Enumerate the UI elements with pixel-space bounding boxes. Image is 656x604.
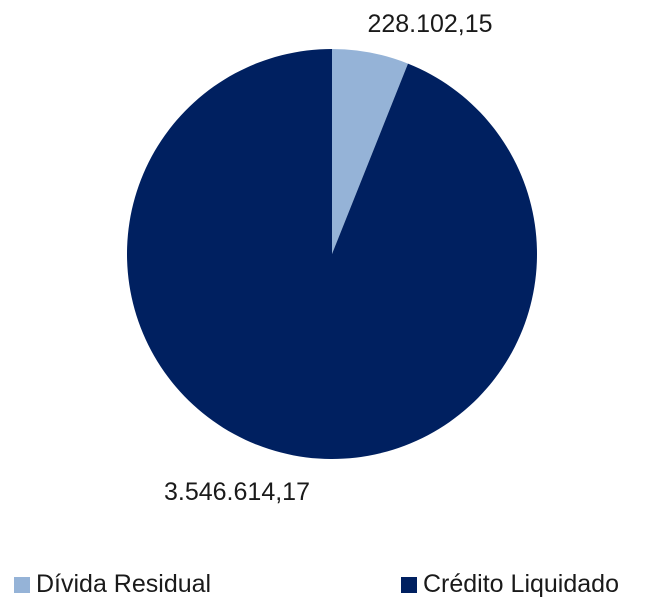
legend-swatch-icon <box>14 576 30 593</box>
legend: Dívida Residual Crédito Liquidado <box>0 570 656 604</box>
legend-item-divida-residual[interactable]: Dívida Residual <box>14 570 211 599</box>
legend-item-credito-liquidado[interactable]: Crédito Liquidado <box>401 570 619 599</box>
legend-label: Dívida Residual <box>36 570 212 598</box>
legend-swatch-icon <box>401 576 417 593</box>
pie-slice-divida-residual[interactable] <box>332 49 408 254</box>
pie-slice-credito-liquidado[interactable] <box>127 49 538 460</box>
pie-chart: 228.102,15 3.546.614,17 <box>127 10 538 506</box>
data-label-divida-residual: 228.102,15 <box>367 10 492 38</box>
legend-label: Crédito Liquidado <box>423 570 619 598</box>
data-label-credito-liquidado: 3.546.614,17 <box>164 478 310 506</box>
